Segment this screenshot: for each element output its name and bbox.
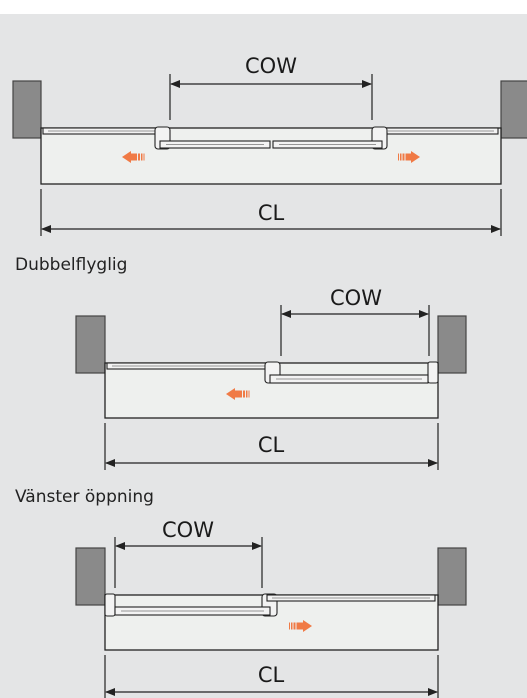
cow-label: COW [245,54,297,78]
caption-left-opening: Vänster öppning [15,487,154,507]
diagram-right-opening: COW CL [75,518,467,698]
diagram-left-opening: COW CL [75,286,467,470]
left-wall [75,315,106,374]
left-wall [75,547,106,606]
cl-label: CL [258,663,285,687]
right-wall [437,315,467,374]
right-wall [437,547,467,606]
post-right [427,361,439,384]
caption-double-leaf: Dubbelflyglig [15,255,128,275]
top-strip [0,0,527,14]
orange-arrow-left-icon [226,388,250,400]
cl-label: CL [258,201,285,225]
cow-label: COW [162,518,214,542]
floor-area [40,127,502,185]
post-left [104,593,116,617]
right-wall [500,80,527,139]
cl-label: CL [258,433,285,457]
diagram-double-leaf: COW CL [12,54,527,236]
orange-arrow-left-icon [122,151,145,163]
left-wall [12,80,42,139]
orange-arrow-right-icon [398,151,420,163]
orange-arrow-right-icon [289,620,312,632]
cow-label: COW [330,286,382,310]
